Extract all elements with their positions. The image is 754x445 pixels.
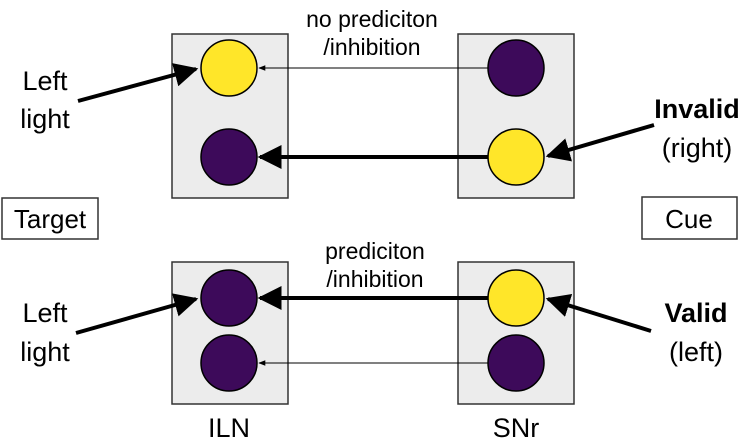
top-snr-lower-circle (487, 128, 545, 186)
top-arrow-label-2: /inhibition (323, 34, 420, 60)
snr-column-label: SNr (493, 413, 540, 443)
top-right-label-1: Invalid (654, 94, 740, 124)
top-right-pointer-arrow (545, 123, 655, 162)
bottom-left-label-2: light (20, 337, 70, 367)
bottom-right-label-1: Valid (664, 298, 727, 328)
top-left-label-2: light (20, 104, 70, 134)
top-left-pointer-arrow (77, 63, 199, 103)
bottom-right-label-2: (left) (669, 337, 723, 367)
bottom-arrow-label-1: prediciton (325, 238, 425, 264)
top-arrow-label-1: no prediciton (306, 6, 438, 32)
cue-box (641, 196, 738, 240)
top-iln-lower-circle (200, 128, 258, 186)
bottom-snr-upper-circle (487, 269, 545, 327)
target-label: Target (14, 204, 87, 234)
bottom-iln-upper-circle (200, 269, 258, 327)
bottom-snr-lower-circle (487, 334, 545, 392)
top-left-label-1: Left (22, 66, 68, 96)
bottom-arrow-label-2: /inhibition (326, 266, 423, 292)
iln-column-label: ILN (208, 413, 250, 443)
top-snr-upper-circle (487, 39, 545, 97)
bottom-iln-lower-circle (200, 334, 258, 392)
bottom-left-pointer-arrow (75, 293, 199, 335)
target-box (1, 197, 99, 240)
bottom-right-pointer-arrow (545, 293, 652, 333)
bottom-left-label-1: Left (22, 298, 68, 328)
top-right-label-2: (right) (662, 133, 733, 163)
top-iln-upper-circle (200, 39, 258, 97)
cue-label: Cue (665, 204, 713, 234)
